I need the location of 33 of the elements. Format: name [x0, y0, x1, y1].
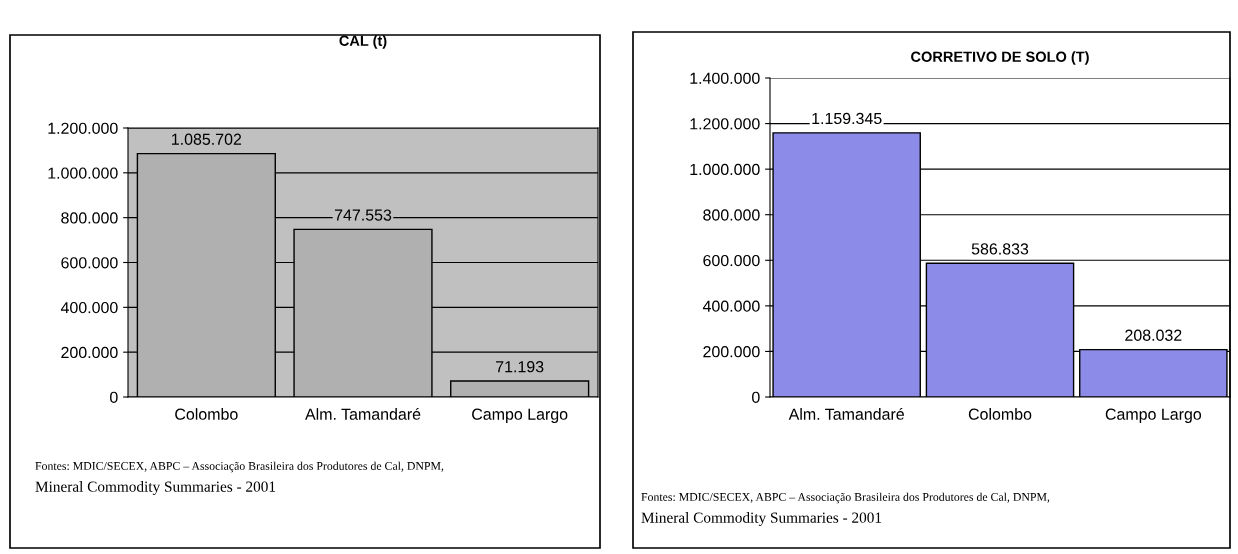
- y-tick-label: 800.000: [61, 212, 118, 224]
- y-tick-label: 0: [752, 391, 760, 403]
- chart-title: CAL (t): [339, 35, 387, 49]
- y-tick-label: 1.000.000: [690, 163, 760, 176]
- data-label: 208.032: [1125, 329, 1182, 341]
- y-tick-label: 1.000.000: [48, 167, 118, 179]
- text: Fontes: MDIC/SECEX, ABPC – Associação Brasileira dos Produtores de Cal, DNPM,: [35, 461, 444, 473]
- x-tick-label: Alm. Tamandaré: [305, 407, 421, 420]
- x-tick-label: Campo Largo: [1105, 408, 1202, 423]
- y-tick-label: 400.000: [702, 300, 760, 312]
- y-tick-label: 200.000: [703, 346, 760, 358]
- y-tick-label: 1.200.000: [690, 118, 760, 130]
- y-tick-label: 200.000: [61, 346, 118, 359]
- chart-title: CORRETIVO DE SOLO (T): [911, 51, 1089, 65]
- text: Mineral Commodity Summaries - 2001: [641, 512, 882, 526]
- y-tick-label: 1.200.000: [48, 122, 118, 134]
- text: Fontes: MDIC/SECEX, ABPC – Associação Brasileira dos Produtores de Cal, DNPM,: [641, 492, 1050, 504]
- x-tick-label: Colombo: [968, 408, 1032, 420]
- y-tick-label: 400.000: [60, 301, 118, 314]
- data-label: 586.833: [971, 243, 1029, 255]
- y-tick-label: 800.000: [703, 209, 760, 221]
- data-label: 1.159.345: [812, 112, 882, 125]
- y-tick-label: 600.000: [703, 254, 760, 267]
- x-tick-label: Campo Largo: [472, 408, 568, 423]
- text: Mineral Commodity Summaries - 2001: [35, 481, 276, 495]
- y-tick-label: 0: [110, 391, 118, 403]
- x-tick-label: Alm. Tamandaré: [788, 407, 904, 420]
- x-tick-label: Colombo: [175, 408, 238, 420]
- y-tick-label: 1.400.000: [690, 72, 760, 84]
- data-label: 71.193: [496, 361, 544, 373]
- y-tick-label: 600.000: [61, 257, 118, 269]
- data-label: 1.085.702: [172, 133, 242, 145]
- data-label: 747.553: [334, 209, 392, 221]
